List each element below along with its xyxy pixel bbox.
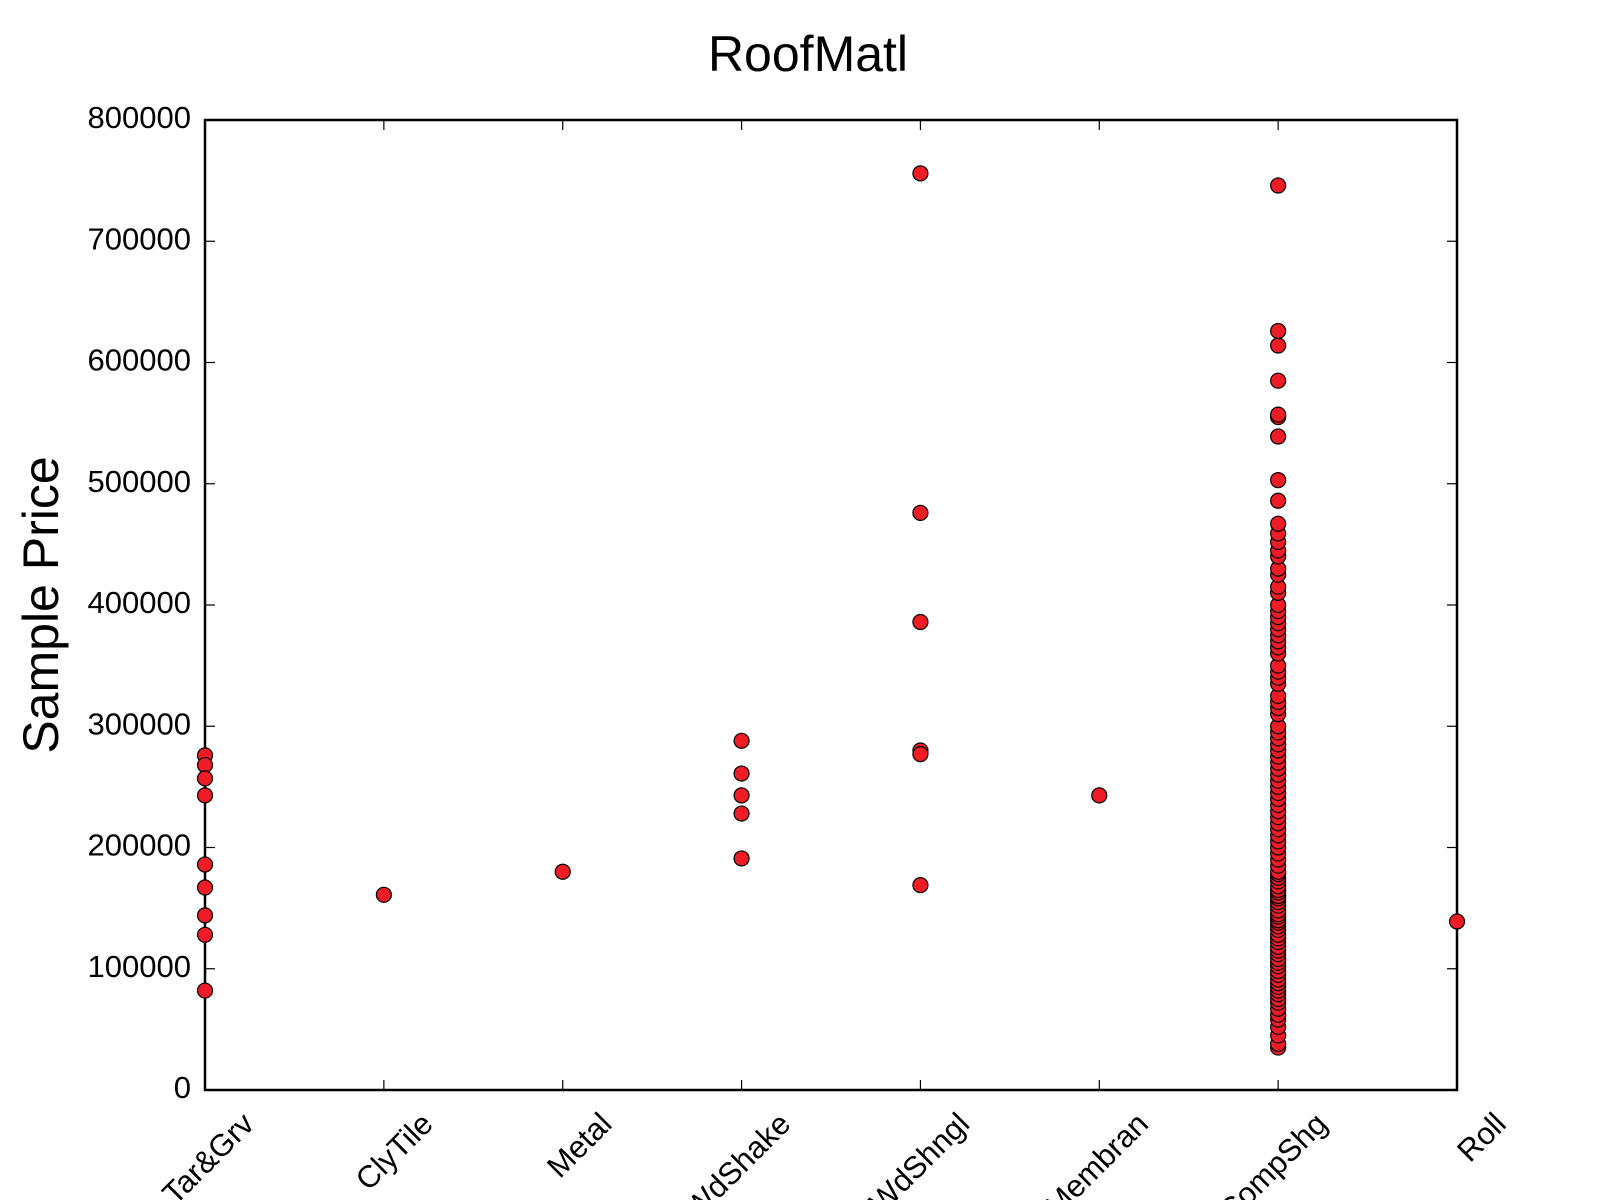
point [733, 765, 750, 782]
y-axis-label: Sample Price [13, 456, 69, 753]
point [196, 770, 214, 787]
point [1091, 787, 1108, 804]
point [196, 907, 214, 924]
chart-title: RoofMatl [708, 26, 908, 82]
y-tick-label: 700000 [88, 221, 191, 256]
y-tick-label: 300000 [88, 706, 191, 741]
point [1270, 372, 1287, 389]
point [554, 863, 571, 880]
y-tick-label: 600000 [88, 343, 191, 378]
point [196, 856, 214, 873]
point [196, 926, 214, 943]
point [196, 982, 214, 999]
point [1270, 337, 1287, 354]
y-tick-label: 100000 [88, 949, 191, 984]
point [912, 504, 929, 521]
point [733, 805, 750, 822]
point [733, 787, 750, 804]
y-tick-label: 500000 [88, 464, 191, 499]
point [1448, 913, 1466, 930]
point [1270, 428, 1287, 445]
point [912, 746, 929, 763]
point [375, 886, 392, 903]
point [1270, 492, 1287, 509]
point [733, 732, 750, 749]
point [1270, 515, 1287, 532]
point [912, 876, 929, 894]
point [1270, 472, 1287, 489]
point [196, 787, 214, 804]
point [912, 165, 929, 182]
point [912, 613, 929, 631]
point [1270, 322, 1287, 340]
y-tick-label: 0 [174, 1070, 191, 1105]
y-tick-label: 800000 [88, 100, 191, 135]
y-tick-label: 400000 [88, 585, 191, 620]
point [1270, 406, 1287, 423]
point [196, 879, 214, 896]
y-tick-label: 200000 [88, 828, 191, 863]
point [1270, 177, 1287, 194]
point [733, 850, 750, 867]
